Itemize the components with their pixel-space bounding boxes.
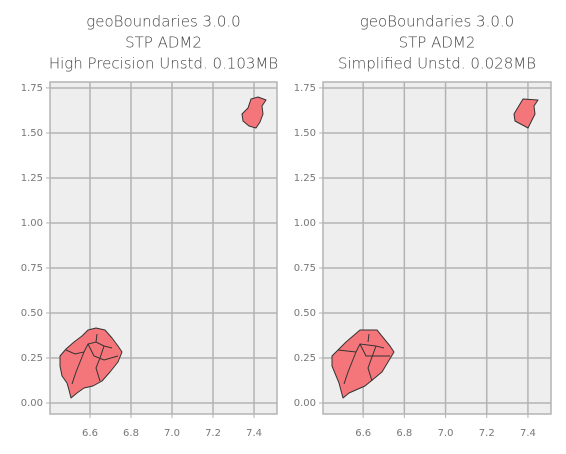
- principe: [513, 98, 539, 129]
- y-tick-label: 1.25: [294, 173, 316, 184]
- y-tick-label: 0.00: [294, 398, 316, 409]
- y-tick-label: 0.75: [21, 263, 43, 274]
- y-tick-label: 0.25: [21, 353, 43, 364]
- y-tick-label: 0.75: [294, 263, 316, 274]
- y-tick-label: 0.25: [294, 353, 316, 364]
- y-tick-label: 0.50: [294, 308, 316, 319]
- x-tick-label: 7.4: [246, 428, 262, 439]
- y-tick-label: 1.00: [294, 218, 316, 229]
- y-tick-label: 1.25: [21, 173, 43, 184]
- x-tick-label: 7.4: [520, 428, 536, 439]
- sao-tome: [59, 327, 123, 399]
- chart-title: Simplified Unstd. 0.028MB: [338, 55, 536, 73]
- y-tick-label: 0.00: [21, 398, 43, 409]
- y-tick-label: 1.50: [21, 128, 43, 139]
- x-tick-label: 7.2: [205, 428, 221, 439]
- chart-title: geoBoundaries 3.0.0: [86, 13, 240, 31]
- map-shapes: [59, 96, 267, 399]
- y-tick-label: 1.75: [21, 83, 43, 94]
- x-tick-label: 6.6: [82, 428, 98, 439]
- chart-title: High Precision Unstd. 0.103MB: [49, 55, 278, 73]
- chart-title: geoBoundaries 3.0.0: [360, 13, 514, 31]
- map-panel: [49, 81, 278, 415]
- chart-title: STP ADM2: [125, 34, 202, 52]
- principe: [241, 96, 267, 129]
- y-tick-label: 0.50: [21, 308, 43, 319]
- map-shapes: [331, 98, 539, 399]
- x-tick-label: 6.8: [123, 428, 139, 439]
- x-tick-label: 7.2: [479, 428, 495, 439]
- x-tick-label: 7.0: [438, 428, 454, 439]
- y-tick-label: 1.00: [21, 218, 43, 229]
- y-tick-label: 1.75: [294, 83, 316, 94]
- map-panel: [322, 81, 552, 415]
- district-border: [65, 333, 119, 385]
- district-border: [337, 333, 390, 385]
- x-tick-label: 6.6: [355, 428, 371, 439]
- chart-title: STP ADM2: [399, 34, 476, 52]
- y-tick-label: 1.50: [294, 128, 316, 139]
- x-tick-label: 7.0: [164, 428, 180, 439]
- x-tick-label: 6.8: [396, 428, 412, 439]
